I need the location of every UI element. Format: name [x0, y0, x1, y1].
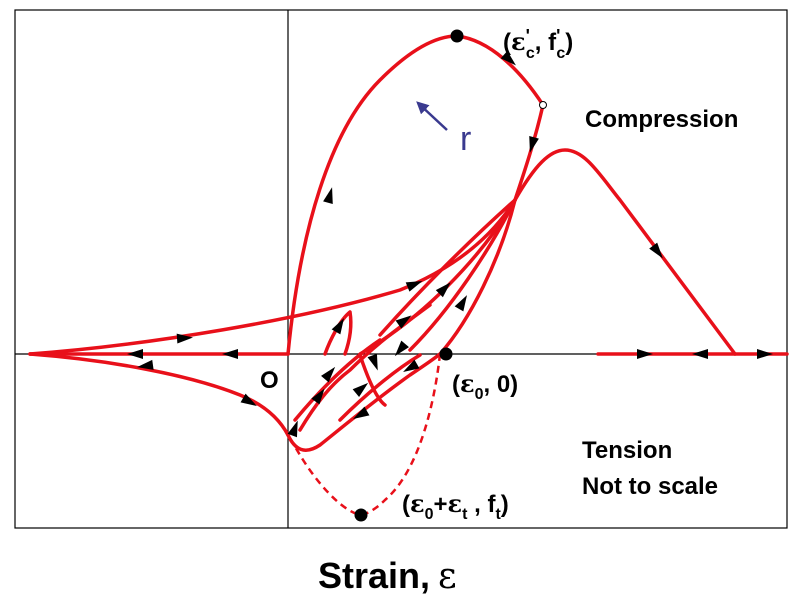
arrow-axis-1 — [222, 349, 238, 359]
arrow-right-1 — [637, 349, 653, 359]
tension-peak-label: (ε0+εt , ft) — [402, 489, 509, 523]
arrow-inner-6 — [311, 388, 325, 405]
peak-compression-point — [450, 29, 464, 43]
arrow-crossing-4 — [394, 340, 409, 357]
peak-compression-label: (ε' c, f' c) — [503, 26, 573, 62]
arrow-axis-2 — [127, 349, 143, 359]
inner-loop-3 — [293, 338, 382, 422]
arrow-rise — [323, 187, 333, 205]
arrow-inner-1 — [331, 318, 344, 335]
inner-loop-1 — [323, 310, 353, 356]
tension-return-left — [28, 352, 290, 437]
reload-branch-d — [438, 198, 517, 356]
arrow-crossing-2 — [454, 295, 467, 312]
reload-branch-b — [408, 198, 517, 352]
origin-label: O — [260, 367, 279, 394]
compression-envelope-rise — [286, 34, 459, 356]
long-reload — [28, 198, 517, 356]
r-arrow — [416, 101, 448, 131]
inner-loop-2 — [298, 303, 432, 432]
tension-peak-point — [354, 508, 368, 522]
second-hump — [513, 148, 737, 356]
direction-arrows — [127, 50, 773, 438]
arrow-right-3 — [757, 349, 773, 359]
arrow-hump — [649, 242, 663, 259]
arrow-inner-7 — [353, 406, 370, 419]
arrow-inner-2 — [321, 366, 336, 383]
eps0-label: (ε0, 0) — [452, 369, 518, 403]
tension-label: Tension — [582, 437, 672, 464]
softening-end-point — [539, 101, 547, 109]
arrow-long-reload-2 — [405, 281, 423, 292]
arrow-inner-8 — [287, 420, 298, 438]
arrow-inner-4 — [367, 353, 378, 371]
arrow-tension-left-2 — [137, 359, 154, 370]
arrow-inner-3 — [352, 382, 369, 397]
plot-frame — [14, 9, 788, 529]
arrow-long-reload-1 — [176, 333, 193, 344]
x-axis-title: Strain, ε — [318, 555, 457, 597]
stress-strain-curves — [28, 34, 789, 452]
not-to-scale-label: Not to scale — [582, 473, 718, 500]
compression-label: Compression — [585, 106, 738, 133]
compression-descent — [513, 103, 545, 202]
arrow-inner-5 — [403, 359, 420, 372]
r-label: r — [460, 120, 471, 158]
arrow-right-2 — [692, 349, 708, 359]
tension-envelope-dashed — [286, 353, 442, 517]
inner-loop-4 — [338, 353, 422, 422]
arrow-descent — [529, 135, 539, 153]
arrow-crossing-1 — [435, 282, 451, 298]
arrow-softening — [500, 50, 516, 66]
eps0-point — [439, 347, 453, 361]
arrow-crossing-3 — [395, 315, 412, 329]
arrow-tension-left — [240, 393, 257, 406]
inner-loop-5 — [358, 353, 387, 407]
